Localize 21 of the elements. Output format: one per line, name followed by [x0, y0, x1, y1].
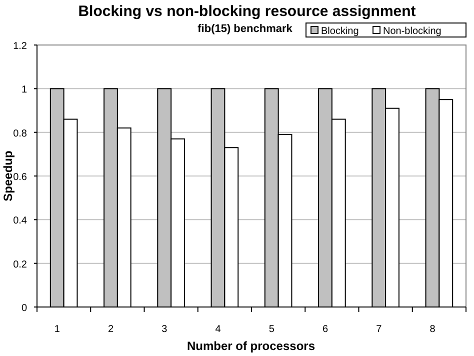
chart-title: Blocking vs non-blocking resource assignment: [78, 3, 416, 20]
x-tick-label: 2: [108, 324, 114, 335]
x-tick-label: 1: [54, 324, 60, 335]
y-tick-label: 0.2: [13, 259, 28, 270]
x-tick-label: 3: [162, 324, 168, 335]
y-tick-label: 0.8: [13, 128, 28, 140]
y-tick-label: 0: [21, 303, 28, 314]
legend-label: Non-blocking: [383, 26, 442, 37]
chart-subtitle: fib(15) benchmark: [198, 23, 294, 35]
x-axis-title: Number of processors: [186, 339, 316, 353]
y-tick-label: 0.6: [13, 172, 28, 183]
x-tick-label: 4: [215, 324, 222, 335]
y-axis-title: Speedup: [1, 150, 15, 202]
y-tick-label: 0.4: [13, 216, 28, 227]
legend-label: Blocking: [321, 26, 359, 37]
y-tick-label: 1: [21, 84, 28, 96]
x-tick-label: 5: [268, 324, 275, 335]
y-tick-label: 1.2: [13, 41, 28, 52]
x-tick-label: 6: [322, 324, 328, 335]
x-tick-label: 7: [376, 324, 382, 335]
x-tick-label: 8: [430, 324, 436, 335]
